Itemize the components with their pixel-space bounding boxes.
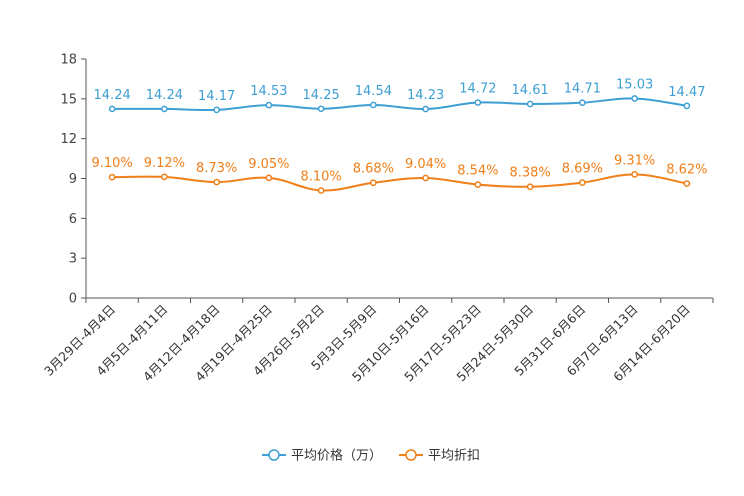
legend-label: 平均折扣 [428, 449, 480, 464]
legend-item-1[interactable]: 平均折扣 [399, 449, 480, 464]
data-label: 9.10% [91, 156, 132, 171]
legend-label: 平均价格（万） [291, 448, 382, 464]
y-tick-label: 9 [69, 172, 77, 187]
data-point[interactable] [108, 173, 116, 181]
legend-marker [268, 449, 280, 461]
y-tick-label: 15 [60, 92, 77, 107]
data-label: 9.04% [405, 157, 446, 172]
data-label: 8.73% [196, 161, 237, 176]
data-point[interactable] [213, 178, 220, 186]
data-label: 14.24 [146, 88, 183, 103]
legend-item-0[interactable]: 平均价格（万） [262, 448, 382, 464]
legend-marker [405, 449, 417, 461]
data-point[interactable] [631, 95, 638, 102]
data-point[interactable] [370, 101, 377, 109]
data-point[interactable] [317, 187, 325, 194]
legend: 平均价格（万） 平均折扣 [262, 448, 480, 464]
data-point[interactable] [161, 105, 168, 113]
data-label: 14.54 [355, 84, 392, 99]
series-0: 14.24 14.24 14.17 14.53 14.25 14.54 14.23 14.72… [94, 77, 705, 114]
data-label: 15.03 [616, 77, 653, 92]
series-line [112, 97, 688, 112]
data-label: 8.62% [666, 163, 707, 178]
data-label: 9.12% [144, 156, 185, 171]
series-1: 9.10% 9.12% 8.73% 9.05% 8.10% 8.68% 9.04% 8.54%… [91, 153, 708, 194]
y-tick-label: 6 [69, 212, 77, 227]
data-label: 8.54% [457, 164, 498, 179]
data-label: 8.69% [562, 162, 603, 177]
data-label: 9.05% [248, 157, 289, 172]
data-label: 9.31% [614, 153, 655, 168]
data-point[interactable] [526, 183, 534, 191]
data-point[interactable] [161, 173, 168, 181]
data-label: 14.25 [303, 88, 340, 103]
data-label: 14.61 [512, 83, 549, 98]
data-point[interactable] [631, 171, 638, 178]
data-point[interactable] [422, 105, 429, 113]
series-layer: 14.24 14.24 14.17 14.53 14.25 14.54 14.23 14.72… [91, 77, 708, 194]
data-label: 14.72 [459, 82, 496, 97]
data-point[interactable] [265, 174, 273, 182]
y-tick-label: 12 [60, 132, 77, 147]
data-point[interactable] [422, 174, 429, 182]
series-line [112, 173, 688, 192]
data-point[interactable] [579, 99, 586, 107]
data-label: 14.24 [94, 88, 131, 103]
data-label: 14.23 [407, 88, 444, 103]
y-tick-label: 0 [69, 292, 77, 307]
y-tick-label: 18 [60, 53, 77, 68]
data-label: 8.38% [509, 166, 550, 181]
data-point[interactable] [474, 99, 482, 106]
data-point[interactable] [579, 179, 586, 186]
data-label: 14.17 [198, 89, 235, 104]
x-axis: 3月29日-4月4日4月5日-4月11日4月12日-4月18日4月19日-4月2… [41, 297, 714, 384]
data-label: 14.53 [250, 84, 287, 99]
data-label: 14.47 [668, 85, 705, 100]
data-point[interactable] [526, 100, 534, 108]
data-point[interactable] [370, 179, 377, 187]
data-point[interactable] [317, 105, 325, 113]
data-label: 14.71 [564, 82, 601, 97]
data-point[interactable] [474, 181, 482, 188]
data-label: 8.10% [300, 169, 341, 184]
y-tick-label: 3 [69, 252, 77, 267]
data-label: 8.68% [353, 162, 394, 177]
data-point[interactable] [108, 105, 116, 113]
data-point[interactable] [683, 102, 691, 110]
data-point[interactable] [265, 101, 273, 109]
data-point[interactable] [683, 180, 691, 187]
data-point[interactable] [213, 106, 220, 114]
y-axis: 0 3 6 9 12 15 18 [60, 53, 87, 307]
